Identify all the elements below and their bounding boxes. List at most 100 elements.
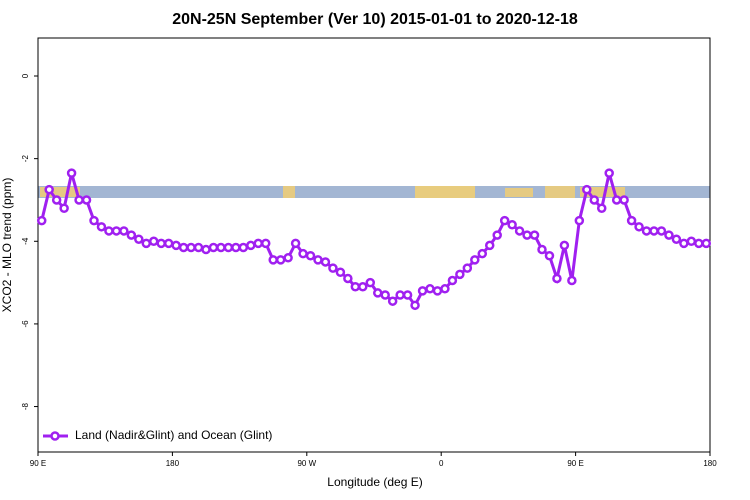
- point: [238, 242, 249, 253]
- y-tick-label: -8: [21, 402, 30, 410]
- point: [552, 273, 562, 284]
- point: [649, 226, 659, 236]
- point: [596, 203, 607, 213]
- point: [402, 290, 413, 300]
- point: [216, 242, 226, 253]
- x-tick-label: 180: [166, 459, 180, 468]
- point: [358, 281, 368, 292]
- point: [171, 240, 181, 251]
- point: [141, 238, 152, 249]
- x-tick-label: 90 E: [567, 459, 583, 468]
- point: [664, 230, 674, 240]
- chart-title: 20N-25N September (Ver 10) 2015-01-01 to…: [172, 11, 578, 28]
- point: [335, 267, 346, 278]
- point: [619, 195, 629, 205]
- y-axis-label: XCO2 - MLO trend (ppm): [0, 178, 14, 313]
- point: [544, 250, 555, 261]
- y-tick-label: -4: [21, 237, 30, 245]
- point: [246, 240, 256, 251]
- point: [484, 240, 495, 251]
- x-tick-label: 180: [703, 459, 717, 468]
- point: [350, 281, 361, 292]
- point: [231, 242, 241, 253]
- point: [462, 263, 473, 273]
- point: [178, 242, 189, 253]
- point: [59, 203, 69, 213]
- point: [44, 184, 54, 195]
- point: [395, 290, 405, 300]
- point: [694, 238, 704, 249]
- point: [410, 300, 420, 311]
- point: [313, 255, 323, 265]
- point: [477, 248, 488, 259]
- point: [275, 255, 286, 265]
- point: [186, 242, 196, 253]
- point: [455, 269, 465, 280]
- point: [305, 250, 316, 261]
- point: [686, 236, 697, 247]
- point: [417, 286, 428, 296]
- point: [679, 238, 689, 249]
- point: [701, 238, 712, 249]
- point: [656, 226, 667, 236]
- point: [126, 230, 137, 240]
- y-tick-label: 0: [21, 73, 30, 78]
- point: [447, 275, 458, 286]
- point: [290, 238, 301, 249]
- point: [104, 226, 114, 236]
- legend-marker: [50, 431, 60, 441]
- map-strip: [38, 186, 710, 198]
- point: [440, 284, 450, 294]
- point: [163, 238, 174, 249]
- point: [74, 195, 84, 205]
- point: [320, 257, 331, 267]
- point: [499, 215, 510, 226]
- point: [529, 230, 540, 240]
- point: [559, 240, 570, 251]
- point: [111, 226, 122, 236]
- point: [298, 248, 308, 259]
- point: [641, 226, 652, 236]
- point: [611, 195, 622, 205]
- legend-label: Land (Nadir&Glint) and Ocean (Glint): [75, 428, 272, 442]
- point: [260, 238, 271, 249]
- point: [36, 215, 47, 226]
- x-tick-label: 0: [439, 459, 444, 468]
- point: [268, 255, 278, 265]
- point: [148, 236, 159, 247]
- point: [582, 184, 592, 195]
- x-tick-label: 90 E: [30, 459, 46, 468]
- point: [425, 284, 435, 294]
- point: [522, 230, 532, 240]
- point: [387, 296, 398, 306]
- point: [626, 215, 637, 226]
- point: [537, 244, 547, 255]
- point: [507, 220, 517, 230]
- point: [365, 277, 376, 288]
- x-axis-label: Longitude (deg E): [327, 475, 422, 489]
- point: [156, 238, 166, 249]
- point: [201, 244, 211, 255]
- y-tick-label: -2: [21, 155, 30, 163]
- point: [604, 168, 614, 178]
- point: [193, 242, 204, 253]
- point: [134, 234, 144, 244]
- point: [253, 238, 264, 249]
- point: [671, 234, 682, 244]
- point: [514, 226, 525, 236]
- point: [574, 215, 585, 226]
- point: [432, 286, 443, 296]
- point: [372, 288, 383, 298]
- point: [66, 168, 77, 178]
- point: [96, 222, 107, 232]
- y-tick-label: -6: [21, 320, 30, 328]
- point: [89, 215, 99, 226]
- x-tick-label: 90 W: [297, 459, 316, 468]
- plot-frame: [37, 37, 711, 453]
- point: [208, 242, 219, 253]
- point: [567, 275, 577, 286]
- point: [328, 263, 338, 273]
- point: [492, 230, 502, 240]
- point: [343, 273, 353, 284]
